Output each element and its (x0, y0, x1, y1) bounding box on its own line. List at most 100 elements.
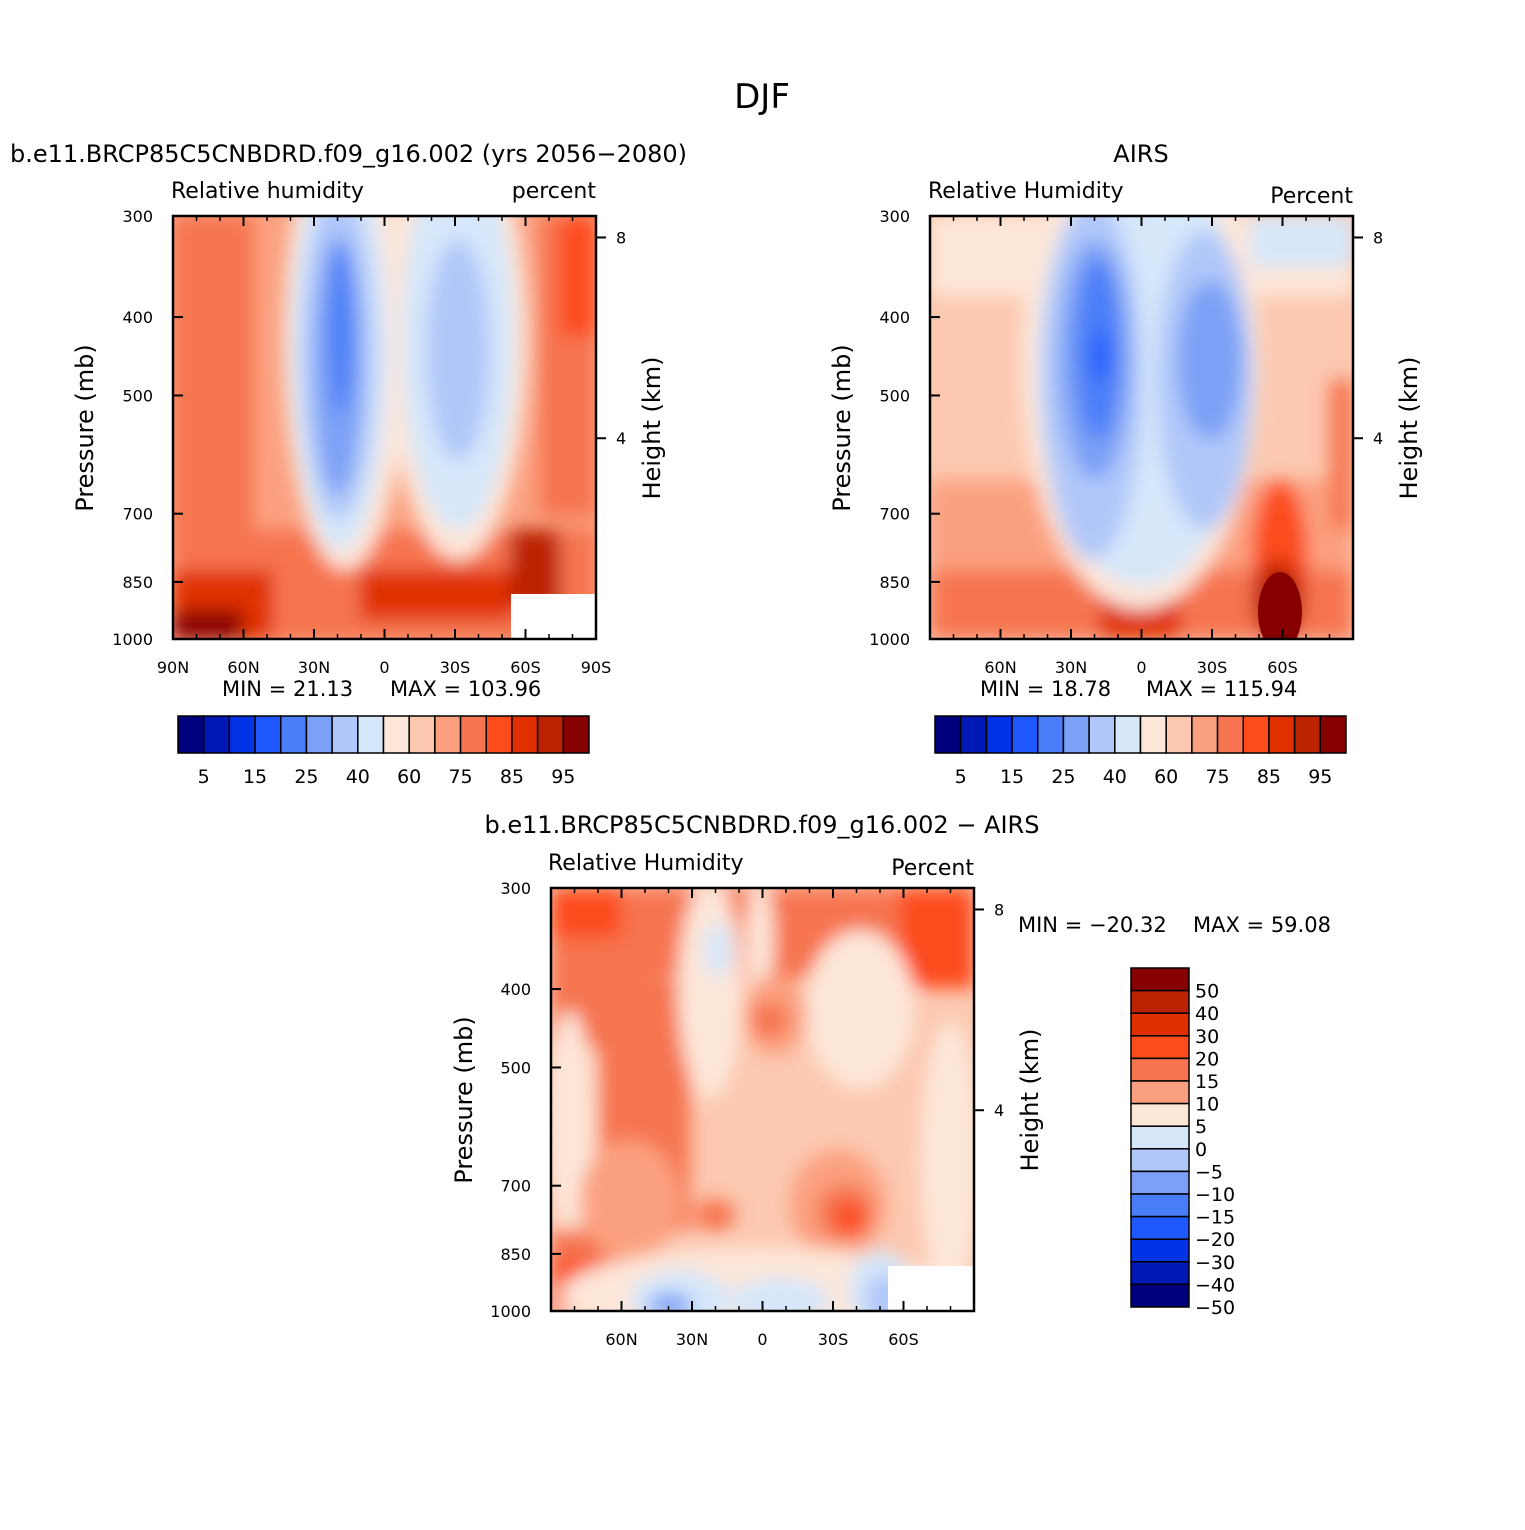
x-tick-label: 60S (1267, 658, 1298, 677)
colorbar-box (1130, 1080, 1190, 1105)
colorbar-label: 50 (1195, 981, 1219, 1003)
y-tick-label: 1000 (869, 630, 910, 649)
colorbar-label: 60 (397, 766, 421, 788)
colorbar-box (1319, 715, 1347, 754)
max-value: MAX = 103.96 (390, 677, 541, 701)
colorbar-label: 95 (1308, 766, 1332, 788)
y-tick-label: 400 (879, 308, 910, 327)
colorbar-box (1191, 715, 1219, 754)
axes: 60N 30N 0 30S 60S 300 400 500 700 850 1000 8 4 (869, 207, 1383, 677)
contour-field (930, 216, 1353, 639)
colorbar-box (1130, 1057, 1190, 1082)
min-value: MIN = 18.78 (980, 677, 1111, 701)
colorbar-label: 15 (1195, 1071, 1219, 1093)
colorbar-label: 5 (1195, 1116, 1207, 1138)
min-value: MIN = 21.13 (222, 677, 353, 701)
x-tick-label: 30S (818, 1330, 849, 1349)
colorbar-box (1062, 715, 1090, 754)
colorbar-box (1242, 715, 1270, 754)
colorbar-box (1130, 1170, 1190, 1195)
colorbar-label: 25 (294, 766, 318, 788)
colorbar-box (562, 715, 590, 754)
colorbar-box (934, 715, 962, 754)
y-tick-label: 1000 (490, 1302, 531, 1321)
colorbar-box (1114, 715, 1142, 754)
colorbar-label: −50 (1195, 1297, 1235, 1319)
colorbar-label: −20 (1195, 1229, 1235, 1251)
colorbar-label: 95 (551, 766, 575, 788)
colorbar-box (382, 715, 410, 754)
y-axis-label: Pressure (mb) (71, 344, 99, 511)
y2-axis-label: Height (km) (1016, 1029, 1044, 1172)
y2-tick-label: 8 (994, 900, 1004, 919)
y-tick-label: 500 (500, 1058, 531, 1077)
colorbar: 5 15 25 40 60 75 85 95 (934, 715, 1347, 788)
colorbar-label: 60 (1154, 766, 1178, 788)
y2-tick-label: 4 (994, 1101, 1004, 1120)
colorbar-label: 40 (346, 766, 370, 788)
colorbar-box (408, 715, 436, 754)
colorbar-box (305, 715, 333, 754)
colorbar-label: −30 (1195, 1252, 1235, 1274)
y2-axis-label: Height (km) (1395, 357, 1423, 500)
left-string: Relative Humidity (548, 851, 743, 876)
colorbar-label: 25 (1051, 766, 1075, 788)
colorbar-label: 75 (448, 766, 472, 788)
colorbar-box (1130, 1215, 1190, 1240)
colorbar-label: 40 (1195, 1003, 1219, 1025)
colorbar-label: 15 (1000, 766, 1024, 788)
colorbar-box (1037, 715, 1065, 754)
colorbar-box (1130, 1102, 1190, 1127)
colorbar-box (228, 715, 256, 754)
right-string: percent (512, 179, 597, 204)
colorbar-box (1011, 715, 1039, 754)
colorbar-box (485, 715, 513, 754)
colorbar-label: 10 (1195, 1094, 1219, 1116)
colorbar-label: 85 (1257, 766, 1281, 788)
colorbar-box (1268, 715, 1296, 754)
colorbar-box (280, 715, 308, 754)
axes: 90N 60N 30N 0 30S 60S 90S 300 400 500 700 850 1000 8 4 (112, 207, 626, 677)
x-tick-label: 60S (888, 1330, 919, 1349)
colorbar-label: −40 (1195, 1274, 1235, 1296)
colorbar-label: 20 (1195, 1048, 1219, 1070)
colorbar-label: 30 (1195, 1026, 1219, 1048)
y2-tick-label: 8 (1373, 228, 1383, 247)
panel-airs: AIRS Relative Humidity Percent (828, 140, 1423, 788)
colorbar-label: −10 (1195, 1184, 1235, 1206)
x-tick-label: 60S (510, 658, 541, 677)
x-tick-label: 0 (1136, 658, 1146, 677)
y-axis-label: Pressure (mb) (450, 1016, 478, 1183)
x-tick-label: 0 (757, 1330, 767, 1349)
colorbar-box (177, 715, 205, 754)
colorbar-box (511, 715, 539, 754)
y-tick-label: 300 (122, 207, 153, 226)
y-tick-label: 700 (879, 505, 910, 524)
x-tick-label: 0 (379, 658, 389, 677)
colorbar-box (1130, 1125, 1190, 1150)
colorbar-label: 75 (1205, 766, 1229, 788)
max-value: MAX = 59.08 (1193, 913, 1331, 937)
colorbar-label: 5 (955, 766, 967, 788)
colorbar-box (1130, 967, 1190, 992)
y-tick-label: 300 (879, 207, 910, 226)
colorbar: 5 15 25 40 60 75 85 95 (177, 715, 590, 788)
y-axis-label: Pressure (mb) (828, 344, 856, 511)
figure-title: DJF (734, 77, 790, 117)
min-value: MIN = −20.32 (1018, 913, 1167, 937)
colorbar-box (1130, 1035, 1190, 1060)
colorbar-box (1165, 715, 1193, 754)
colorbar-label: −15 (1195, 1207, 1235, 1229)
left-string: Relative Humidity (928, 179, 1123, 204)
y-tick-label: 500 (122, 386, 153, 405)
panel-difference: b.e11.BRCP85C5CNBDRD.f09_g16.002 − AIRS … (450, 811, 1331, 1349)
colorbar-label: 85 (500, 766, 524, 788)
colorbar-box (1139, 715, 1167, 754)
x-tick-label: 30S (440, 658, 471, 677)
colorbar-box (959, 715, 988, 754)
contour-field (551, 888, 974, 1311)
y-tick-label: 400 (500, 980, 531, 999)
colorbar-box (1216, 715, 1244, 754)
colorbar-box (434, 715, 462, 754)
colorbar-box (1130, 989, 1190, 1014)
